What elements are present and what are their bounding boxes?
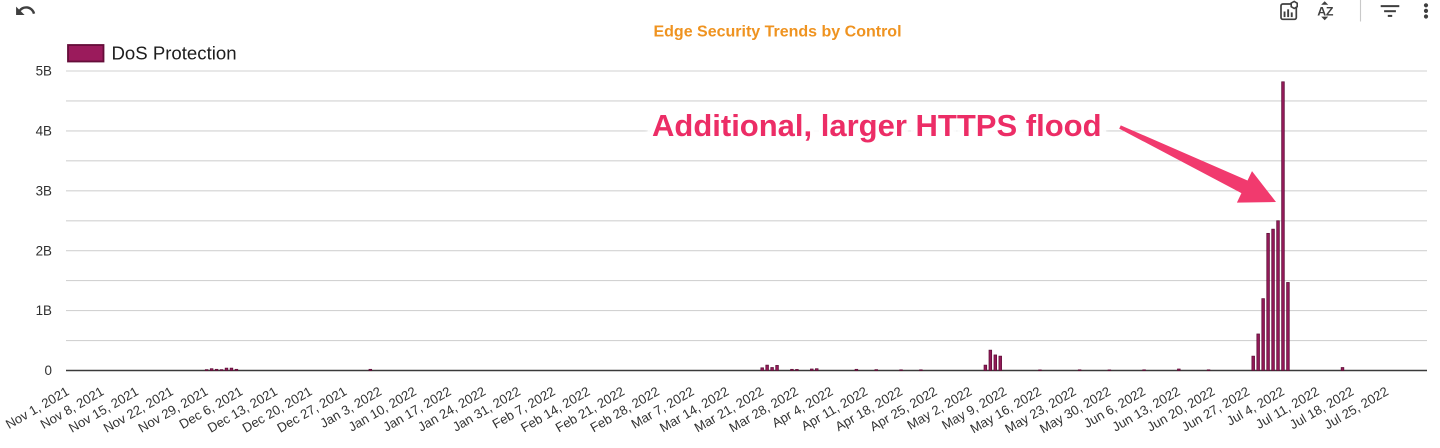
svg-text:Additional, larger HTTPS flood: Additional, larger HTTPS flood [652, 108, 1102, 143]
svg-text:3B: 3B [36, 183, 52, 198]
svg-text:AZ: AZ [1317, 5, 1334, 19]
svg-text:4B: 4B [36, 124, 52, 139]
svg-text:Additional, larger HTTPS flood: Additional, larger HTTPS flood [652, 108, 1102, 143]
svg-text:5B: 5B [36, 64, 52, 79]
svg-text:DoS Protection: DoS Protection [112, 43, 237, 64]
svg-text:2B: 2B [36, 243, 52, 258]
svg-text:1B: 1B [36, 303, 52, 318]
svg-text:Edge Security Trends by Contro: Edge Security Trends by Control [653, 24, 901, 41]
svg-text:0: 0 [45, 363, 52, 378]
